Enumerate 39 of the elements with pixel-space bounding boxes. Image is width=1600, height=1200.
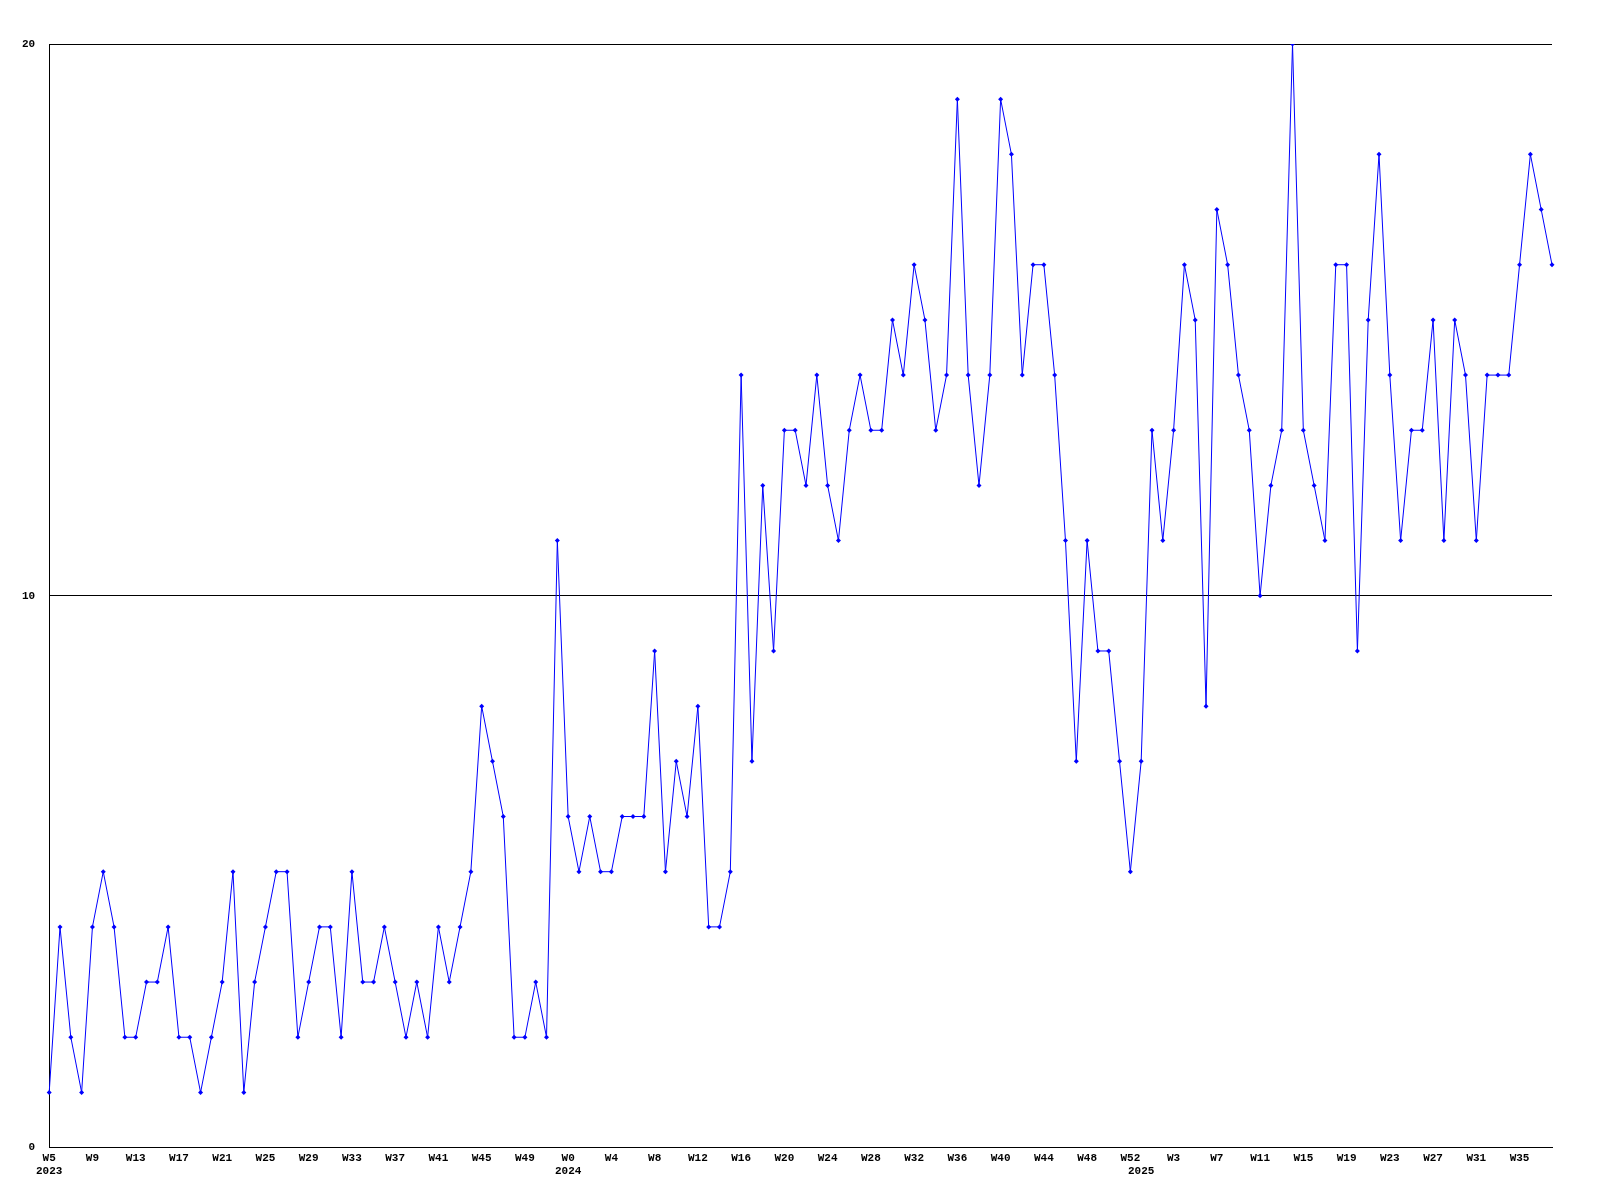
- x-tick-label: W49: [515, 1151, 535, 1164]
- x-tick-label: W48: [1077, 1151, 1098, 1164]
- y-tick-label: 20: [22, 37, 36, 50]
- x-tick-label: W8: [648, 1151, 662, 1164]
- x-tick-label: W15: [1293, 1151, 1314, 1164]
- x-tick-label: W37: [385, 1151, 406, 1164]
- x-tick-label: W29: [298, 1151, 319, 1164]
- x-tick-label: W35: [1509, 1151, 1530, 1164]
- x-tick-label: W44: [1033, 1151, 1055, 1164]
- y-tick-label: 0: [28, 1141, 36, 1154]
- x-tick-label: 2025: [1127, 1165, 1155, 1178]
- x-tick-label: W4: [604, 1151, 619, 1164]
- x-tick-label: W16: [731, 1151, 752, 1164]
- x-tick-label: W3: [1167, 1151, 1181, 1164]
- x-tick-label: W21: [212, 1151, 233, 1164]
- x-tick-label: W25: [255, 1151, 276, 1164]
- x-tick-label: W32: [904, 1151, 925, 1164]
- x-tick-label: W12: [687, 1151, 708, 1164]
- y-tick-label: 10: [22, 589, 36, 602]
- x-tick-label: W9: [85, 1151, 100, 1164]
- x-tick-label: W7: [1210, 1151, 1224, 1164]
- x-tick-label: W45: [471, 1151, 492, 1164]
- x-tick-label: W24: [817, 1151, 838, 1164]
- x-tick-label: W23: [1379, 1151, 1401, 1164]
- x-tick-label: W31: [1466, 1151, 1487, 1164]
- x-tick-label: W28: [860, 1151, 882, 1164]
- x-tick-label: W19: [1336, 1151, 1357, 1164]
- x-tick-label: W52: [1120, 1151, 1141, 1164]
- x-tick-label: W11: [1250, 1151, 1271, 1164]
- x-tick-label: W33: [342, 1151, 363, 1164]
- x-tick-label: W36: [947, 1151, 968, 1164]
- x-tick-label: W20: [774, 1151, 795, 1164]
- x-tick-label: W41: [428, 1151, 449, 1164]
- x-tick-label: W27: [1423, 1151, 1443, 1164]
- x-tick-label: W0 2024: [554, 1151, 582, 1178]
- x-tick-label: W17: [169, 1151, 189, 1164]
- x-tick-label: W40: [990, 1151, 1011, 1164]
- x-tick-label: W5 2023: [36, 1151, 63, 1178]
- x-tick-label: W13: [125, 1151, 146, 1164]
